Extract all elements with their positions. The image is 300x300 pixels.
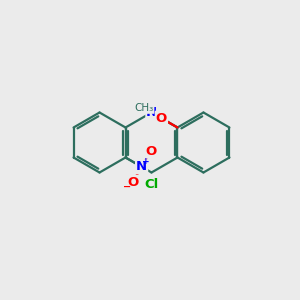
Text: O: O — [145, 145, 156, 158]
Text: −: − — [123, 182, 131, 192]
Text: N: N — [136, 160, 147, 173]
Text: O: O — [156, 112, 167, 125]
Text: N: N — [146, 106, 157, 119]
Text: +: + — [142, 157, 150, 166]
Text: CH₃: CH₃ — [135, 103, 154, 113]
Text: Cl: Cl — [144, 178, 159, 191]
Text: O: O — [127, 176, 138, 189]
